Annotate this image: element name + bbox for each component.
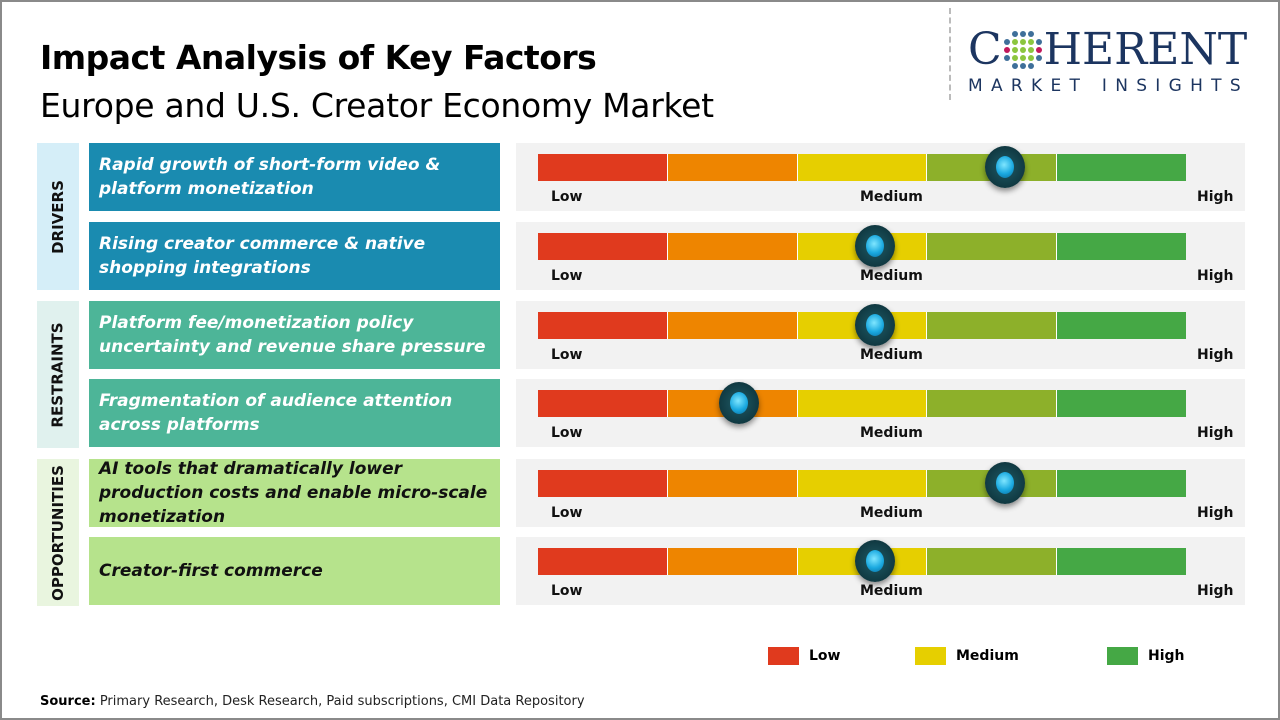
gauge-segment bbox=[1057, 312, 1186, 339]
gauge-label-low: Low bbox=[551, 189, 583, 205]
gauge-bar bbox=[538, 470, 1186, 497]
gauge-segment bbox=[538, 312, 668, 339]
factor-box: AI tools that dramatically lower product… bbox=[89, 459, 500, 527]
factor-box: Creator-first commerce bbox=[89, 537, 500, 605]
source-label: Source: bbox=[40, 694, 96, 709]
impact-gauge: Low Medium High bbox=[516, 379, 1245, 447]
gauge-indicator-knob bbox=[854, 540, 895, 582]
logo-subtitle: MARKET INSIGHTS bbox=[968, 76, 1249, 96]
gauge-segment bbox=[538, 233, 668, 260]
gauge-segment bbox=[927, 390, 1058, 417]
gauge-label-medium: Medium bbox=[860, 189, 923, 205]
gauge-indicator-knob bbox=[854, 225, 895, 267]
gauge-segment bbox=[1057, 390, 1186, 417]
gauge-label-low: Low bbox=[551, 583, 583, 599]
category-label-text: DRIVERS bbox=[49, 179, 68, 254]
gauge-segment bbox=[667, 548, 798, 575]
gauge-label-high: High bbox=[1197, 189, 1234, 205]
gauge-segment bbox=[927, 233, 1058, 260]
impact-gauge: Low Medium High bbox=[516, 222, 1245, 290]
company-logo: C HERENT MARKET INSIGHTS bbox=[968, 24, 1260, 97]
gauge-indicator-knob bbox=[984, 146, 1025, 188]
source-note: Source: Primary Research, Desk Research,… bbox=[40, 694, 585, 709]
gauge-segment bbox=[1057, 548, 1186, 575]
gauge-segment bbox=[927, 548, 1058, 575]
gauge-label-high: High bbox=[1197, 505, 1234, 521]
gauge-label-medium: Medium bbox=[860, 347, 923, 363]
gauge-label-medium: Medium bbox=[860, 425, 923, 441]
gauge-label-low: Low bbox=[551, 505, 583, 521]
category-label-text: RESTRAINTS bbox=[49, 321, 68, 428]
impact-gauge: Low Medium High bbox=[516, 143, 1245, 211]
gauge-bar bbox=[538, 390, 1186, 417]
gauge-segment bbox=[538, 390, 668, 417]
gauge-segment bbox=[667, 470, 798, 497]
gauge-segment bbox=[1057, 154, 1186, 181]
logo-text-right: HERENT bbox=[1043, 24, 1248, 75]
gauge-label-high: High bbox=[1197, 347, 1234, 363]
gauge-segment bbox=[797, 154, 928, 181]
gauge-segment bbox=[797, 390, 928, 417]
gauge-segment bbox=[927, 312, 1058, 339]
category-label-drivers: DRIVERS bbox=[37, 143, 79, 290]
legend-swatch bbox=[915, 647, 946, 665]
logo-text-left: C bbox=[968, 24, 1002, 75]
gauge-segment bbox=[538, 470, 668, 497]
page-subtitle: Europe and U.S. Creator Economy Market bbox=[40, 86, 714, 125]
legend-label: High bbox=[1148, 648, 1185, 664]
gauge-segment bbox=[538, 154, 668, 181]
gauge-label-medium: Medium bbox=[860, 268, 923, 284]
gauge-label-high: High bbox=[1197, 583, 1234, 599]
page-title: Impact Analysis of Key Factors bbox=[40, 38, 597, 77]
legend-swatch bbox=[768, 647, 799, 665]
gauge-label-low: Low bbox=[551, 268, 583, 284]
legend-label: Medium bbox=[956, 648, 1019, 664]
legend-swatch bbox=[1107, 647, 1138, 665]
gauge-indicator-knob bbox=[854, 304, 895, 346]
legend-medium: Medium bbox=[915, 647, 1019, 665]
gauge-bar bbox=[538, 154, 1186, 181]
gauge-label-high: High bbox=[1197, 268, 1234, 284]
gauge-segment bbox=[667, 154, 798, 181]
category-label-text: OPPORTUNITIES bbox=[49, 464, 67, 601]
category-label-restraints: RESTRAINTS bbox=[37, 301, 79, 448]
source-text: Primary Research, Desk Research, Paid su… bbox=[95, 694, 585, 709]
gauge-segment bbox=[667, 312, 798, 339]
globe-icon bbox=[1003, 31, 1042, 69]
gauge-bar bbox=[538, 548, 1186, 575]
factor-box: Rapid growth of short-form video & platf… bbox=[89, 143, 500, 211]
impact-gauge: Low Medium High bbox=[516, 537, 1245, 605]
factor-box: Fragmentation of audience attention acro… bbox=[89, 379, 500, 447]
gauge-segment bbox=[538, 548, 668, 575]
gauge-segment bbox=[1057, 233, 1186, 260]
legend-low: Low bbox=[768, 647, 840, 665]
gauge-label-low: Low bbox=[551, 425, 583, 441]
gauge-label-medium: Medium bbox=[860, 583, 923, 599]
legend-label: Low bbox=[809, 648, 841, 664]
gauge-label-high: High bbox=[1197, 425, 1234, 441]
gauge-label-low: Low bbox=[551, 347, 583, 363]
gauge-indicator-knob bbox=[718, 382, 759, 424]
impact-gauge: Low Medium High bbox=[516, 459, 1245, 527]
factor-box: Rising creator commerce & native shoppin… bbox=[89, 222, 500, 290]
impact-gauge: Low Medium High bbox=[516, 301, 1245, 369]
gauge-indicator-knob bbox=[984, 462, 1025, 504]
logo-divider bbox=[949, 8, 951, 100]
gauge-segment bbox=[797, 470, 928, 497]
category-label-opportunities: OPPORTUNITIES bbox=[37, 459, 79, 606]
gauge-segment bbox=[667, 233, 798, 260]
legend-high: High bbox=[1107, 647, 1185, 665]
factor-box: Platform fee/monetization policy uncerta… bbox=[89, 301, 500, 369]
gauge-label-medium: Medium bbox=[860, 505, 923, 521]
gauge-segment bbox=[1057, 470, 1186, 497]
